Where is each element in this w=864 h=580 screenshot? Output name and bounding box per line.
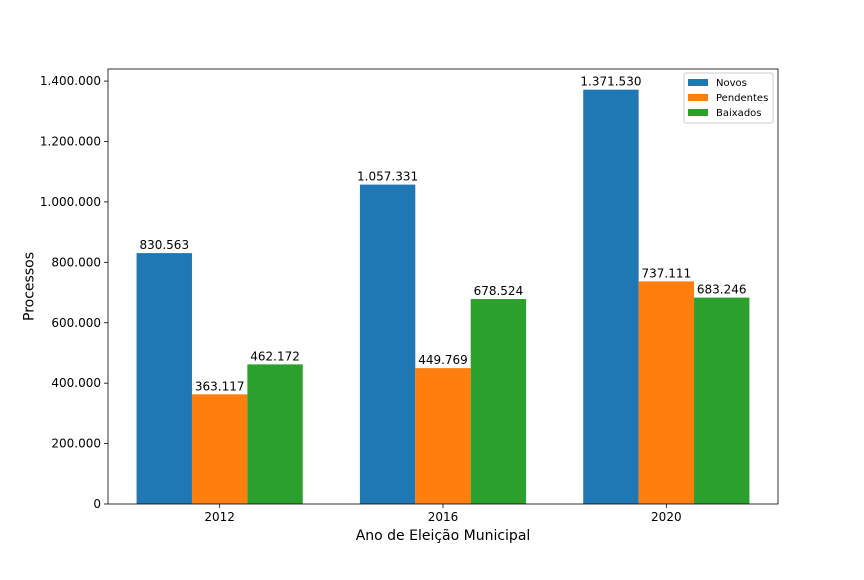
y-tick-label: 200.000 [51, 437, 101, 451]
bar-value-label: 683.246 [697, 283, 747, 297]
legend: Novos Pendentes Baixados [683, 72, 774, 124]
bars-layer [136, 89, 750, 504]
x-axis-label: Ano de Eleição Municipal [356, 528, 531, 544]
bar-baixados-2012 [247, 364, 303, 504]
y-tick-label: 800.000 [51, 255, 101, 269]
x-tick-label: 2016 [428, 510, 459, 524]
bar-labels-layer: 830.563 363.117 462.172 1.057.331 449.769 678… [139, 75, 746, 394]
bar-value-label: 830.563 [139, 238, 189, 252]
x-axis: 2012 2016 2020 [204, 504, 682, 524]
bar-novos-2020 [583, 89, 639, 504]
bar-value-label: 1.057.331 [357, 170, 418, 184]
legend-swatch-baixados [688, 109, 708, 116]
bar-novos-2016 [359, 184, 416, 504]
bar-novos-2012 [136, 253, 192, 504]
bar-value-label: 449.769 [418, 353, 468, 367]
y-tick-label: 1.200.000 [40, 135, 101, 149]
plot-frame [107, 68, 779, 505]
bar-value-label: 737.111 [642, 266, 692, 280]
y-axis: 0 200.000 400.000 600.000 800.000 1.000.000 1.… [40, 74, 108, 511]
bar-value-label: 462.172 [250, 349, 300, 363]
legend-swatch-pendentes [688, 94, 708, 101]
bar-value-label: 678.524 [474, 284, 524, 298]
bar-baixados-2020 [694, 297, 750, 504]
y-tick-label: 0 [93, 497, 101, 511]
y-tick-label: 1.000.000 [40, 195, 101, 209]
legend-label-novos: Novos [716, 78, 747, 89]
y-tick-label: 600.000 [51, 316, 101, 330]
bar-pendentes-2012 [191, 394, 248, 504]
legend-label-pendentes: Pendentes [716, 93, 768, 104]
bar-value-label: 1.371.530 [580, 75, 641, 89]
x-tick-label: 2012 [204, 510, 235, 524]
bar-pendentes-2016 [415, 368, 471, 504]
legend-label-baixados: Baixados [716, 108, 762, 119]
bar-baixados-2016 [470, 299, 527, 504]
x-tick-label: 2020 [651, 510, 682, 524]
y-tick-label: 1.400.000 [40, 74, 101, 88]
bar-pendentes-2020 [638, 281, 695, 504]
legend-swatch-novos [688, 79, 708, 86]
y-tick-label: 400.000 [51, 376, 101, 390]
bar-value-label: 363.117 [195, 379, 245, 393]
y-axis-label: Processos [22, 252, 38, 321]
